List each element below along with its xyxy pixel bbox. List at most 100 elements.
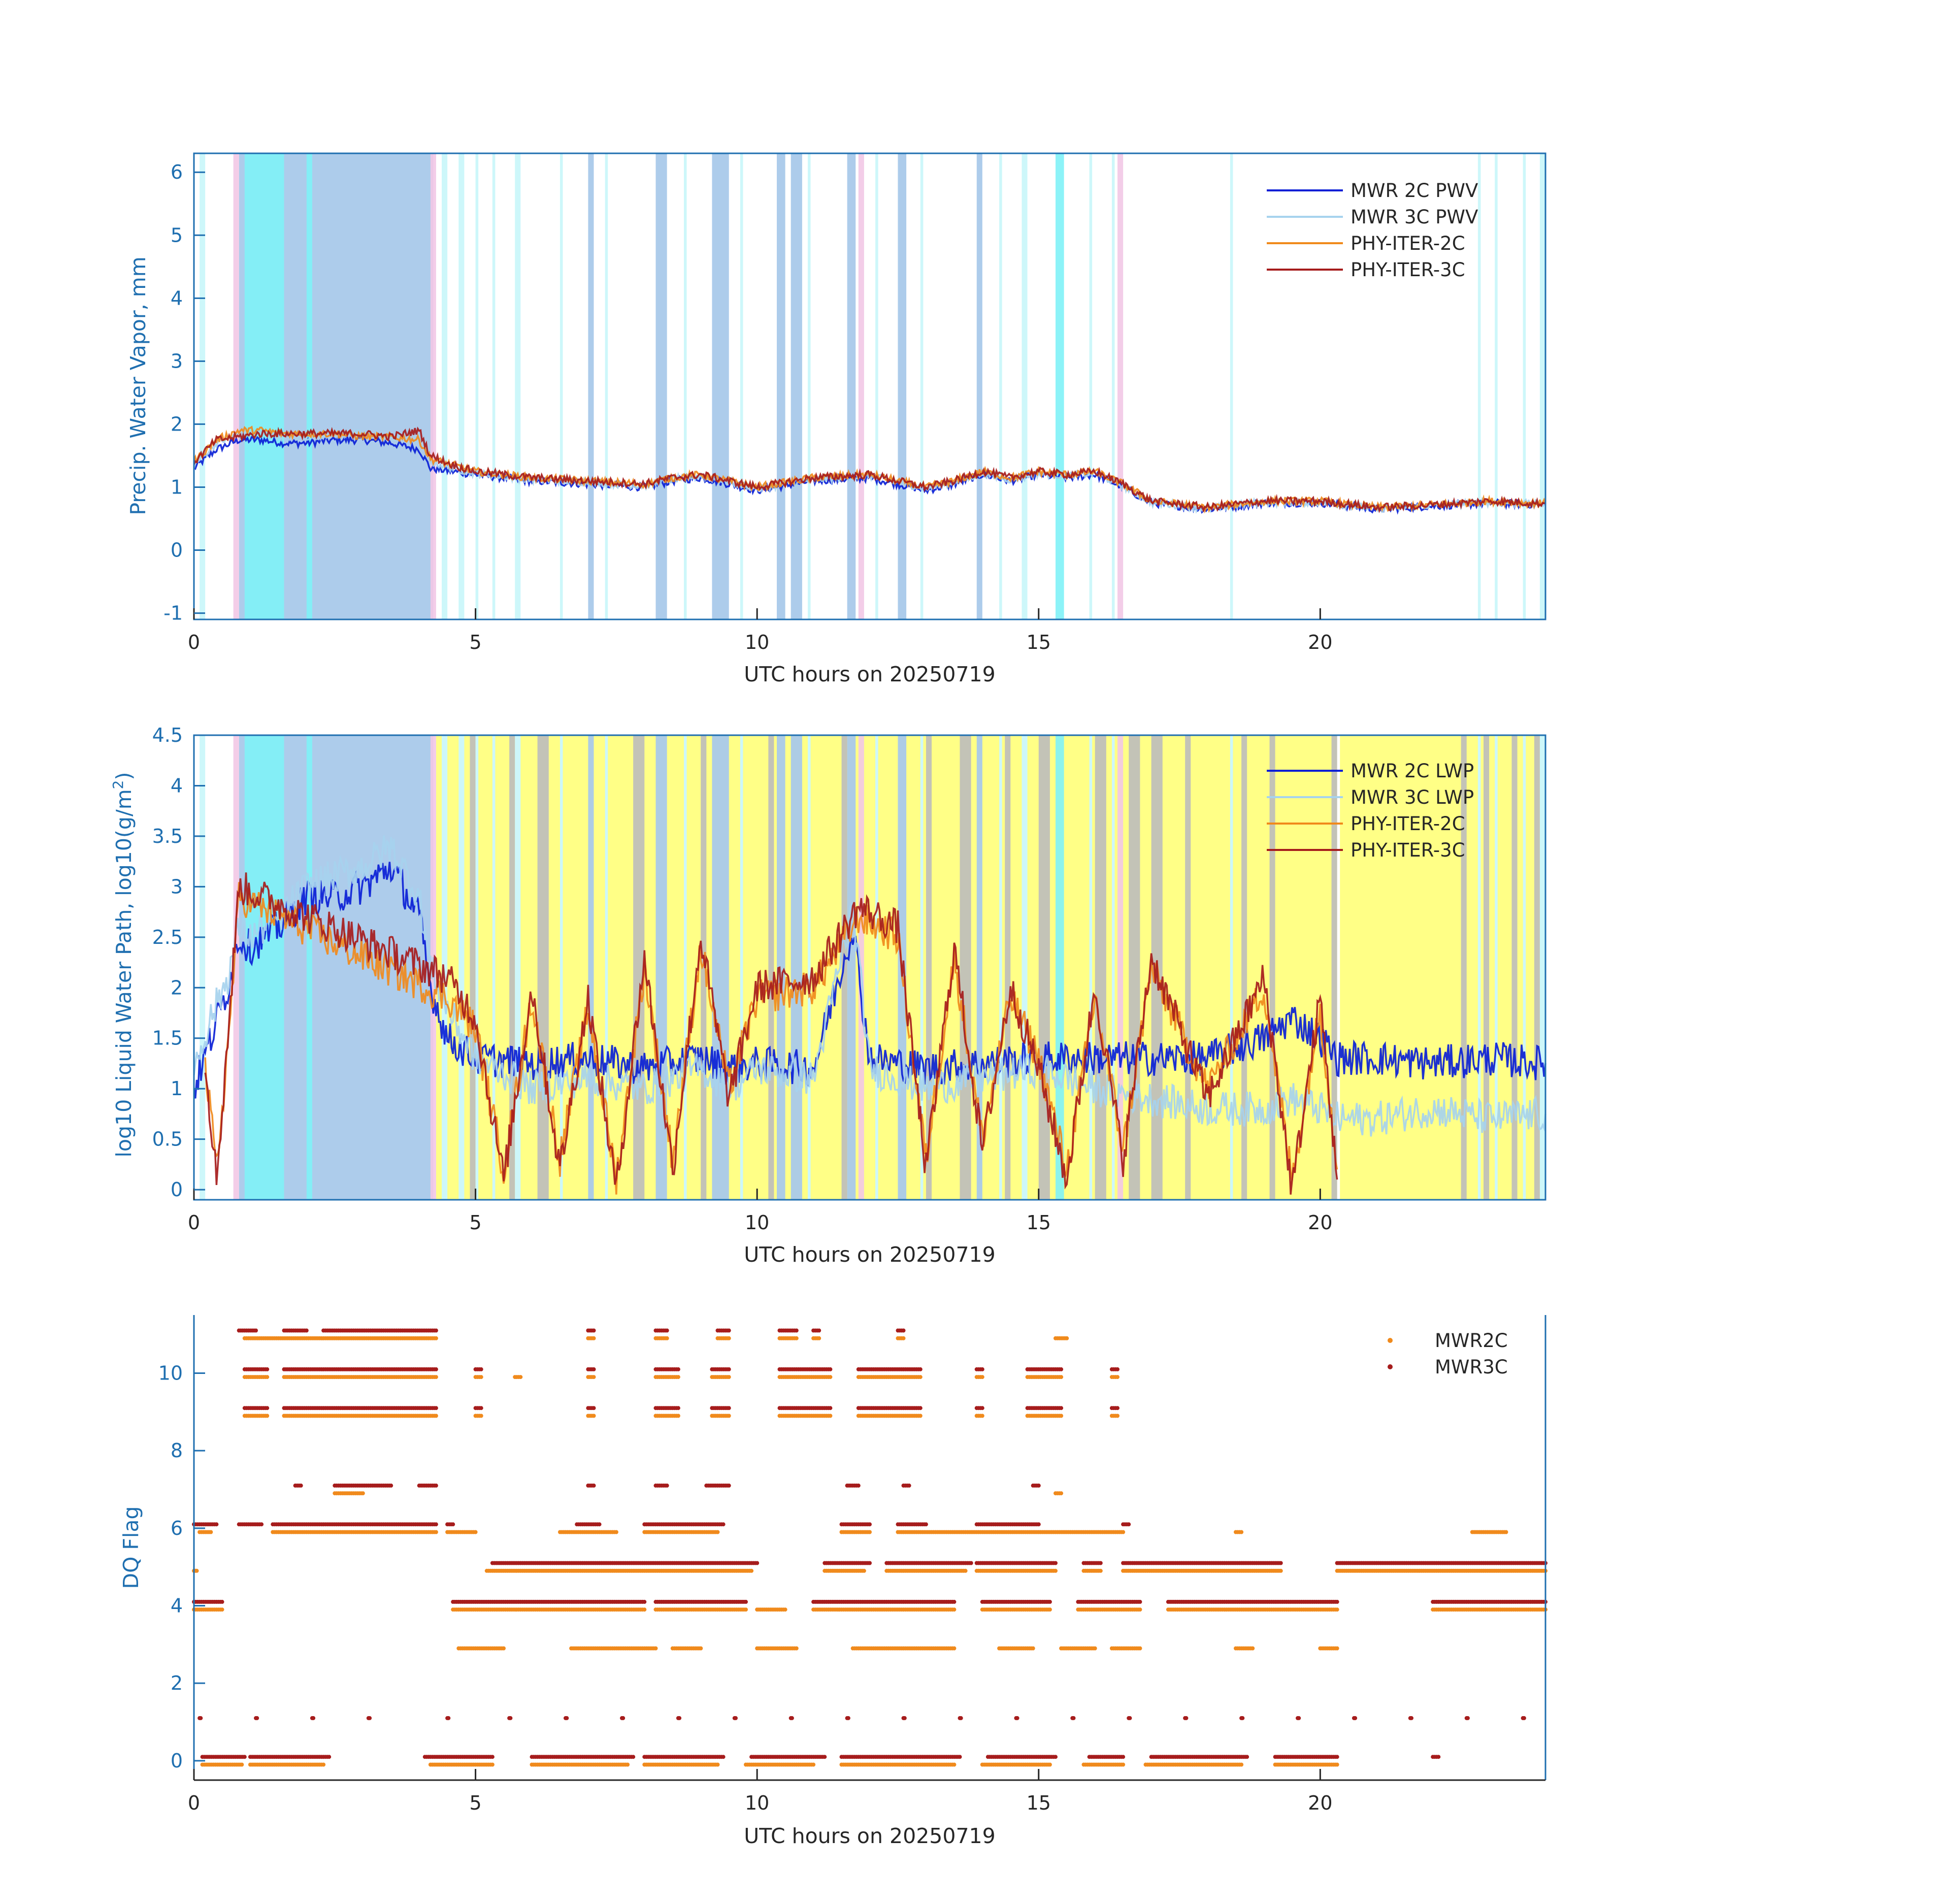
dq-point-mwr3c bbox=[1054, 1755, 1058, 1759]
dq-point-mwr3c bbox=[265, 1367, 270, 1371]
dq-point-mwr3c bbox=[727, 1367, 731, 1371]
dq-point-mwr3c bbox=[868, 1561, 872, 1565]
dq-point-mwr3c bbox=[1071, 1716, 1076, 1720]
dq-point-mwr2c bbox=[1059, 1375, 1064, 1380]
dq-point-mwr3c bbox=[479, 1367, 483, 1371]
dq-point-mwr3c bbox=[727, 1483, 731, 1488]
lwp-gray-band bbox=[1185, 735, 1191, 1200]
pwv-y-tick-label: 5 bbox=[171, 224, 183, 246]
pwv-lightcyan-band bbox=[740, 153, 743, 619]
dq-point-mwr2c bbox=[817, 1336, 821, 1340]
lwp-x-tick-label: 10 bbox=[745, 1211, 769, 1234]
dq-point-mwr3c bbox=[1297, 1716, 1301, 1720]
dq-point-mwr2c bbox=[626, 1762, 630, 1767]
dq-point-mwr2c bbox=[1504, 1530, 1508, 1534]
pwv-lightcyan-band bbox=[1495, 153, 1498, 619]
lwp-y-tick-label: 1.5 bbox=[152, 1027, 183, 1049]
dq-point-mwr3c bbox=[389, 1483, 393, 1488]
dq-point-mwr2c bbox=[676, 1414, 680, 1418]
lwp-lightcyan-band bbox=[807, 735, 811, 1200]
dq-point-mwr3c bbox=[676, 1367, 680, 1371]
dq-point-mwr2c bbox=[715, 1762, 720, 1767]
dq-point-mwr2c bbox=[1093, 1646, 1097, 1651]
lwp-y-tick-label: 0.5 bbox=[152, 1128, 183, 1151]
dq-point-mwr2c bbox=[1138, 1607, 1142, 1612]
pwv-blue-band bbox=[588, 153, 594, 619]
pwv-lightcyan-band bbox=[458, 153, 465, 619]
dq-point-mwr3c bbox=[1335, 1599, 1339, 1604]
pwv-blue-band bbox=[655, 153, 667, 619]
dq-point-mwr2c bbox=[220, 1607, 224, 1612]
pwv-lightcyan-band bbox=[683, 153, 687, 619]
pwv-cyan-band bbox=[306, 153, 312, 619]
lwp-y-tick-label: 4 bbox=[171, 774, 183, 797]
dq-point-mwr3c bbox=[434, 1522, 438, 1527]
dq-point-mwr3c bbox=[969, 1561, 973, 1565]
lwp-legend-label: MWR 2C LWP bbox=[1351, 760, 1474, 782]
lwp-y-tick-label: 0 bbox=[171, 1178, 183, 1201]
dq-point-mwr2c bbox=[699, 1646, 703, 1651]
dq-point-mwr2c bbox=[744, 1607, 748, 1612]
lwp-y-tick-label: 1 bbox=[171, 1077, 183, 1100]
pwv-lightcyan-band bbox=[559, 153, 563, 619]
dq-point-mwr2c bbox=[727, 1414, 731, 1418]
pwv-lightcyan-band bbox=[920, 153, 924, 619]
dq-point-mwr2c bbox=[952, 1646, 957, 1651]
dq-point-mwr3c bbox=[789, 1716, 794, 1720]
dq-point-mwr3c bbox=[565, 1716, 569, 1720]
dq-point-mwr2c bbox=[1278, 1568, 1283, 1573]
pwv-lightcyan-band bbox=[807, 153, 811, 619]
lwp-yellow-band bbox=[436, 735, 1337, 1200]
lwp-gray-band bbox=[1241, 735, 1247, 1200]
dq-point-mwr3c bbox=[199, 1716, 203, 1720]
dq-point-mwr2c bbox=[676, 1375, 680, 1380]
dq-point-mwr2c bbox=[1047, 1607, 1052, 1612]
lwp-legend-label: PHY-ITER-2C bbox=[1351, 813, 1465, 835]
dq-point-mwr2c bbox=[901, 1336, 906, 1340]
lwp-blue-band bbox=[847, 735, 856, 1200]
dq-point-mwr2c bbox=[194, 1568, 199, 1573]
lwp-gray-band bbox=[1269, 735, 1275, 1200]
dq-point-mwr2c bbox=[1065, 1336, 1069, 1340]
dq-point-mwr3c bbox=[1138, 1599, 1142, 1604]
pwv-lightcyan-band bbox=[999, 153, 1002, 619]
dq-point-mwr2c bbox=[240, 1762, 244, 1767]
lwp-legend-label: PHY-ITER-3C bbox=[1351, 839, 1465, 861]
lwp-lightcyan-band bbox=[442, 735, 448, 1200]
pwv-lightcyan-band bbox=[200, 153, 206, 619]
pwv-y-tick-label: 6 bbox=[171, 161, 183, 183]
dq-point-mwr2c bbox=[265, 1375, 270, 1380]
lwp-lightcyan-band bbox=[492, 735, 496, 1200]
lwp-lightcyan-band bbox=[740, 735, 743, 1200]
dq-point-mwr3c bbox=[1115, 1406, 1120, 1410]
lwp-x-tick-label: 5 bbox=[469, 1211, 481, 1234]
pwv-cyan-band bbox=[1056, 153, 1064, 619]
dq-point-mwr2c bbox=[918, 1375, 923, 1380]
pwv-lightcyan-band bbox=[1523, 153, 1526, 619]
pwv-pink-band bbox=[1117, 153, 1124, 619]
dq-point-mwr2c bbox=[980, 1375, 984, 1380]
lwp-lightcyan-band bbox=[1089, 735, 1093, 1200]
pwv-shading bbox=[200, 153, 1545, 619]
dq-point-mwr3c bbox=[952, 1599, 957, 1604]
lwp-gray-band bbox=[1331, 735, 1337, 1200]
lwp-gray-band bbox=[701, 735, 707, 1200]
lwp-gray-band bbox=[509, 735, 515, 1200]
dq-point-mwr2c bbox=[614, 1530, 618, 1534]
pwv-y-tick-label: 2 bbox=[171, 413, 183, 435]
pwv-legend-label: MWR 3C PWV bbox=[1351, 206, 1478, 228]
dq-point-mwr3c bbox=[1115, 1367, 1120, 1371]
pwv-legend-label: MWR 2C PWV bbox=[1351, 180, 1478, 202]
lwp-lightcyan-band bbox=[515, 735, 521, 1200]
dq-point-mwr2c bbox=[952, 1762, 957, 1767]
pwv-x-tick-label: 20 bbox=[1308, 631, 1332, 653]
dq-point-mwr3c bbox=[676, 1406, 680, 1410]
dq-point-mwr3c bbox=[434, 1483, 438, 1488]
dq-point-mwr3c bbox=[265, 1406, 270, 1410]
lwp-pink-band bbox=[233, 735, 239, 1200]
pwv-lightcyan-band bbox=[1539, 153, 1545, 619]
lwp-gray-band bbox=[1095, 735, 1106, 1200]
lwp-lightcyan-band bbox=[458, 735, 465, 1200]
